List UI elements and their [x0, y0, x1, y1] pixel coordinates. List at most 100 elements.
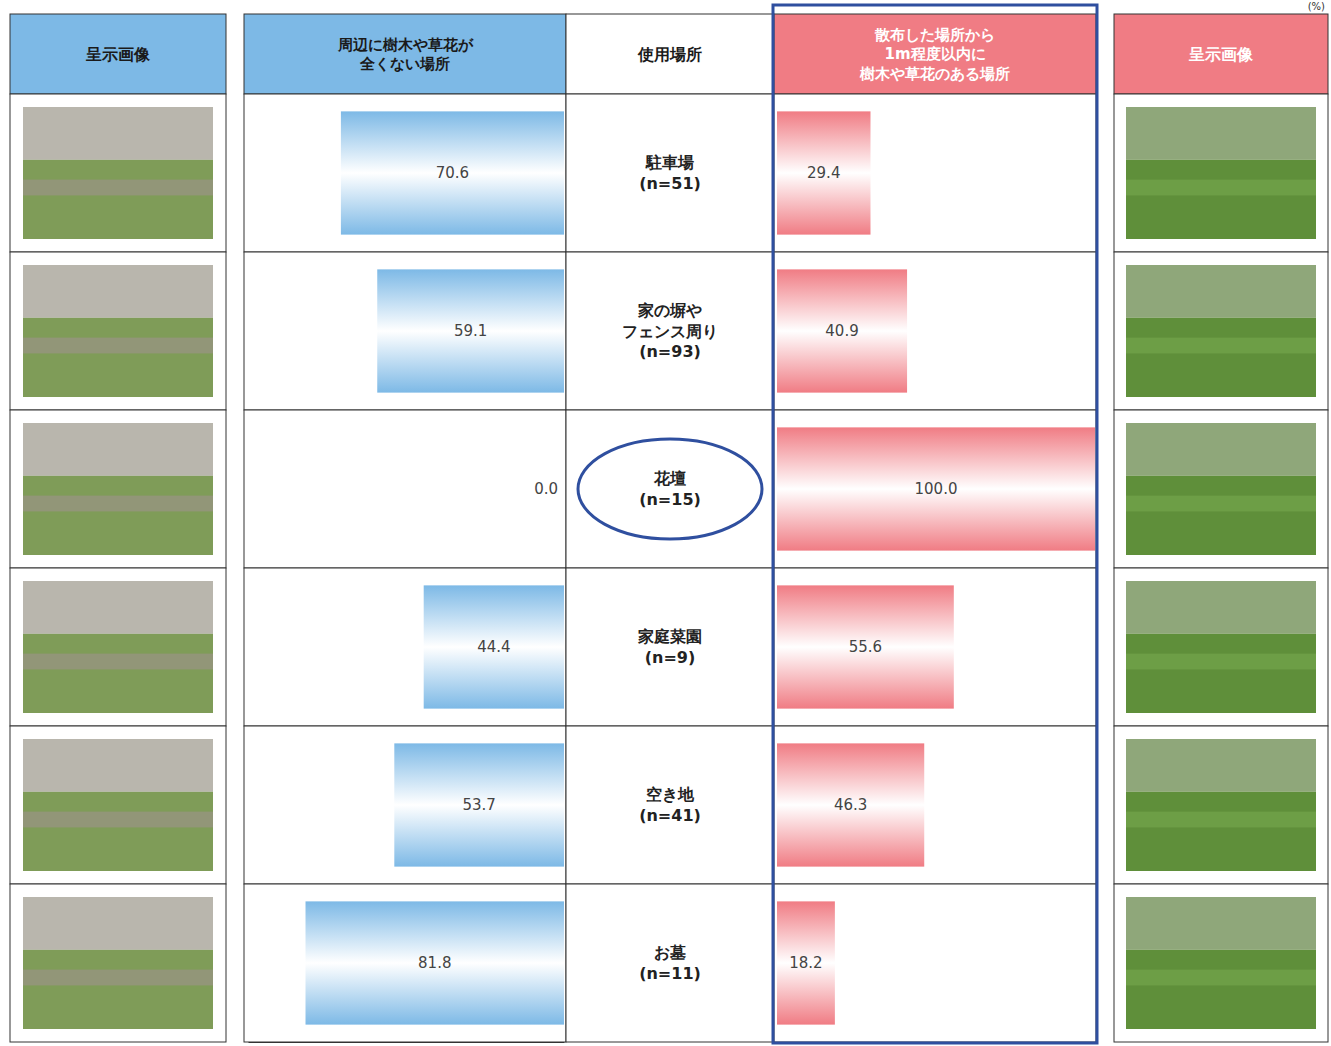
photo-detail	[23, 812, 213, 828]
data-label: 59.1	[454, 322, 487, 340]
photo-background	[23, 265, 213, 318]
data-label: 44.4	[477, 638, 510, 656]
bar	[777, 743, 924, 866]
photo-detail	[1126, 970, 1316, 986]
photo-ground	[23, 318, 213, 397]
body-cell	[1114, 94, 1328, 252]
header-cell	[10, 14, 226, 94]
body-cell	[1114, 568, 1328, 726]
photo-detail	[23, 654, 213, 670]
body-cell	[774, 884, 1096, 1042]
bar	[564, 427, 565, 550]
photo-detail	[1126, 654, 1316, 670]
data-label: 81.8	[418, 954, 451, 972]
body-cell	[774, 410, 1096, 568]
body-cell	[10, 252, 226, 410]
series-header: 散布した場所から1m程度以内に樹木や草花のある場所	[859, 26, 1010, 83]
bar	[777, 427, 1095, 550]
photo-detail	[23, 338, 213, 354]
body-cell	[566, 884, 774, 1042]
bar	[394, 743, 564, 866]
photo	[23, 107, 213, 239]
body-cell	[10, 94, 226, 252]
body-cell	[244, 568, 566, 726]
body-cell	[566, 94, 774, 252]
bar	[777, 111, 870, 234]
photo-ground	[23, 476, 213, 555]
bar	[777, 269, 907, 392]
body-cell	[774, 252, 1096, 410]
photo-background	[1126, 581, 1316, 634]
photo-background	[23, 423, 213, 476]
body-cell	[10, 410, 226, 568]
photo-ground	[23, 160, 213, 239]
category-label: 家庭菜園(n=9)	[637, 627, 702, 667]
body-cell	[10, 568, 226, 726]
axis	[249, 1042, 565, 1043]
bar	[377, 269, 564, 392]
data-label: 46.3	[834, 796, 867, 814]
category-label: お墓(n=11)	[639, 943, 701, 983]
highlight-ellipse	[578, 439, 762, 539]
photo-background	[1126, 107, 1316, 160]
header-cell	[566, 14, 774, 94]
photo	[1126, 265, 1316, 397]
photo-detail	[1126, 496, 1316, 512]
photo	[1126, 739, 1316, 871]
body-cell	[1114, 726, 1328, 884]
body-cell	[244, 252, 566, 410]
photo-detail	[23, 496, 213, 512]
category-label: 駐車場(n=51)	[639, 153, 701, 193]
bar	[341, 111, 564, 234]
photo	[1126, 581, 1316, 713]
header-cell	[244, 14, 566, 94]
photo	[1126, 897, 1316, 1029]
data-label: 55.6	[849, 638, 882, 656]
body-cell	[244, 884, 566, 1042]
photo-detail	[23, 970, 213, 986]
bar	[777, 585, 954, 708]
data-label: 29.4	[807, 164, 840, 182]
series-header: 周辺に樹木や草花が全くない場所	[337, 36, 474, 74]
photo-ground	[1126, 634, 1316, 713]
photo	[23, 897, 213, 1029]
bar	[306, 901, 564, 1024]
body-cell	[774, 94, 1096, 252]
photo-background	[1126, 897, 1316, 950]
header-cell	[1114, 14, 1328, 94]
data-label: 100.0	[915, 480, 958, 498]
header-cell	[774, 14, 1096, 94]
photo-background	[1126, 265, 1316, 318]
photo-detail	[1126, 812, 1316, 828]
photo-ground	[1126, 950, 1316, 1029]
unit-label: (%)	[1308, 1, 1325, 12]
bar-group	[777, 111, 1095, 1024]
body-cell	[1114, 884, 1328, 1042]
body-cell	[1114, 252, 1328, 410]
photo-background	[1126, 423, 1316, 476]
body-cell	[566, 726, 774, 884]
photo-ground	[23, 634, 213, 713]
category-label: 家の塀やフェンス周り(n=93)	[622, 301, 718, 362]
data-label: 0.0	[534, 480, 558, 498]
photo	[23, 581, 213, 713]
body-cell	[566, 410, 774, 568]
body-cell	[10, 726, 226, 884]
category-label: 空き地(n=41)	[639, 785, 701, 825]
photo-background	[23, 897, 213, 950]
data-label: 53.7	[462, 796, 495, 814]
data-label: 40.9	[825, 322, 858, 340]
bar-group	[306, 111, 564, 1024]
bar	[424, 585, 564, 708]
photo-background	[23, 581, 213, 634]
photo-detail	[1126, 180, 1316, 196]
data-label: 70.6	[436, 164, 469, 182]
photo-ground	[1126, 476, 1316, 555]
body-cell	[566, 568, 774, 726]
chart: 呈示画像周辺に樹木や草花が全くない場所使用場所散布した場所から1m程度以内に樹木…	[0, 0, 1331, 1046]
body-cell	[244, 94, 566, 252]
axis-line	[249, 1042, 565, 1043]
image-header: 呈示画像	[85, 45, 151, 64]
bar	[777, 901, 835, 1024]
photo-ground	[1126, 792, 1316, 871]
